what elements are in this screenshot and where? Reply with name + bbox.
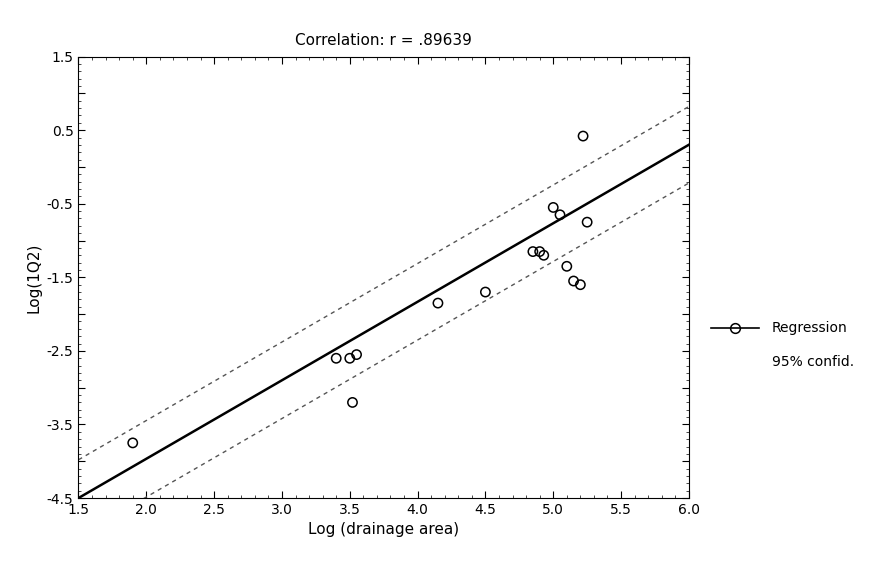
- X-axis label: Log (drainage area): Log (drainage area): [308, 522, 460, 538]
- Point: [431, 298, 445, 307]
- Point: [479, 288, 493, 297]
- Point: [560, 261, 574, 271]
- Y-axis label: Log(1Q2): Log(1Q2): [26, 242, 41, 312]
- Point: [580, 217, 594, 226]
- Point: [330, 354, 344, 363]
- Point: [537, 251, 551, 260]
- Point: [546, 203, 560, 212]
- Point: [343, 354, 357, 363]
- Point: [576, 131, 590, 140]
- Title: Correlation: r = .89639: Correlation: r = .89639: [296, 33, 472, 49]
- Point: [350, 350, 364, 359]
- Point: [553, 210, 567, 219]
- Point: [533, 247, 547, 256]
- Text: Regression: Regression: [772, 321, 848, 335]
- Point: [345, 398, 359, 407]
- Point: [526, 247, 540, 256]
- Point: [574, 280, 588, 289]
- Point: [567, 277, 581, 286]
- Text: 95% confid.: 95% confid.: [772, 355, 854, 369]
- Point: [126, 438, 140, 447]
